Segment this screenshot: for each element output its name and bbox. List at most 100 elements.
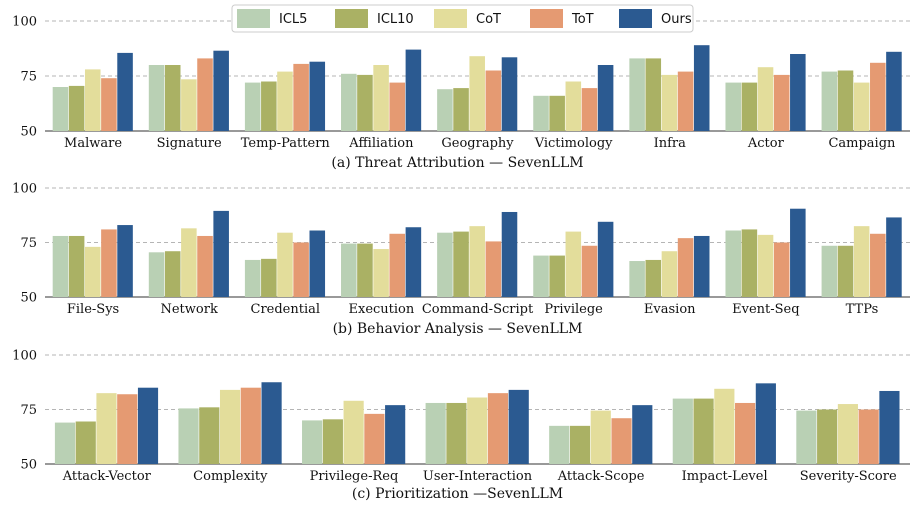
bar-cot-impact-level [714, 388, 735, 464]
category-label: Geography [441, 136, 514, 151]
legend-swatch-cot [434, 9, 467, 28]
bar-icl10-evasion [645, 259, 662, 297]
bar-cot-credential [277, 232, 293, 297]
bar-ours-signature [213, 50, 229, 132]
bar-icl5-actor [725, 82, 742, 131]
category-label: Network [160, 302, 217, 317]
bar-icl10-user-interaction [446, 402, 467, 464]
bar-icl10-command-script [453, 231, 469, 297]
bar-cot-file-sys [84, 246, 101, 297]
y-tick-label: 75 [20, 70, 37, 85]
legend-swatch-icl5 [237, 9, 270, 28]
y-tick-label: 75 [20, 236, 37, 251]
bar-icl5-credential [244, 259, 261, 297]
bar-icl10-attack-vector [75, 421, 96, 464]
panel-caption: (c) Prioritization —SevenLLM [352, 486, 563, 502]
bar-cot-privilege [565, 231, 582, 297]
bar-icl5-affiliation [341, 73, 357, 131]
bar-cot-victimology [565, 81, 582, 131]
bar-ours-command-script [501, 211, 518, 297]
bar-cot-malware [84, 69, 101, 131]
bar-ours-privilege [597, 221, 614, 297]
bar-tot-attack-scope [611, 418, 632, 464]
bar-ours-file-sys [117, 225, 133, 297]
bar-tot-malware [101, 78, 117, 131]
bar-cot-attack-scope [590, 410, 611, 464]
legend-label-cot: CoT [476, 12, 501, 27]
category-label: Malware [64, 136, 122, 151]
bar-icl5-privilege [533, 255, 549, 297]
bar-cot-evasion [661, 251, 678, 297]
bar-ours-severity-score [879, 390, 900, 464]
bar-icl5-attack-vector [54, 422, 76, 464]
bar-icl5-impact-level [672, 398, 693, 464]
bar-icl10-ttps [837, 245, 854, 297]
bar-tot-affiliation [389, 82, 406, 131]
bar-cot-severity-score [837, 404, 858, 464]
bar-cot-geography [469, 56, 485, 132]
bar-ours-actor [790, 54, 806, 131]
bar-cot-network [181, 228, 197, 297]
bar-icl10-geography [453, 88, 469, 131]
category-label: Event-Seq [732, 302, 799, 317]
bar-ours-attack-scope [632, 405, 653, 464]
bar-tot-geography [485, 70, 502, 131]
bar-ours-credential [309, 230, 326, 297]
category-label: Execution [349, 302, 415, 317]
bar-icl10-event-seq [741, 229, 758, 297]
bar-icl10-actor [741, 82, 758, 131]
y-tick-label: 50 [20, 458, 37, 473]
category-label: Attack-Scope [557, 469, 645, 484]
category-label: Impact-Level [682, 469, 768, 484]
category-label: Campaign [828, 136, 896, 151]
category-label: Actor [747, 136, 785, 151]
panel-3: 50 75 100 Attack-Vector Complexity Privilege-… [12, 349, 910, 502]
bar-cot-attack-vector [96, 393, 117, 464]
bar-ours-geography [501, 57, 518, 131]
bar-ours-evasion [693, 235, 710, 297]
bar-cot-complexity [219, 389, 241, 464]
bar-ours-complexity [261, 382, 282, 464]
bar-icl5-command-script [437, 232, 453, 297]
bar-icl5-complexity [178, 408, 199, 464]
bar-icl5-victimology [533, 95, 549, 131]
bar-ours-ttps [886, 217, 902, 297]
bar-ours-infra [693, 45, 710, 132]
bar-cot-ttps [853, 226, 870, 297]
bar-icl10-credential [261, 258, 277, 297]
panel-caption: (b) Behavior Analysis — SevenLLM [333, 321, 583, 337]
category-label: Command-Script [422, 302, 534, 317]
bar-icl10-complexity [199, 407, 220, 464]
category-label: User-Interaction [423, 469, 533, 484]
bar-icl5-infra [629, 58, 645, 131]
bar-tot-victimology [581, 88, 598, 131]
bar-tot-user-interaction [487, 393, 509, 464]
bar-icl10-campaign [837, 70, 854, 131]
legend-swatch-icl10 [335, 9, 368, 28]
bar-cot-user-interaction [467, 397, 488, 464]
bar-cot-command-script [469, 226, 485, 297]
category-label: Victimology [534, 136, 613, 151]
bar-ours-attack-vector [137, 387, 159, 464]
bar-icl10-temp-pattern [261, 81, 277, 131]
bar-icl5-file-sys [52, 235, 69, 297]
bar-tot-complexity [240, 387, 261, 464]
bar-cot-campaign [853, 82, 870, 131]
y-tick-label: 50 [20, 125, 37, 140]
bar-tot-execution [389, 233, 406, 297]
bar-icl5-campaign [821, 71, 838, 131]
bar-icl10-file-sys [68, 235, 85, 297]
panel-caption: (a) Threat Attribution — SevenLLM [331, 155, 583, 171]
category-label: Complexity [193, 469, 268, 484]
bar-icl10-victimology [549, 95, 565, 131]
legend-label-icl10: ICL10 [377, 12, 414, 27]
bar-cot-privilege-req [343, 400, 364, 464]
bar-ours-event-seq [790, 208, 806, 297]
bar-tot-actor [773, 74, 790, 131]
y-tick-label: 100 [12, 15, 37, 30]
bar-ours-affiliation [405, 49, 422, 131]
bar-icl5-severity-score [796, 410, 817, 464]
bar-icl5-attack-scope [549, 425, 570, 464]
bar-tot-privilege [581, 245, 598, 297]
bar-ours-victimology [597, 65, 614, 131]
